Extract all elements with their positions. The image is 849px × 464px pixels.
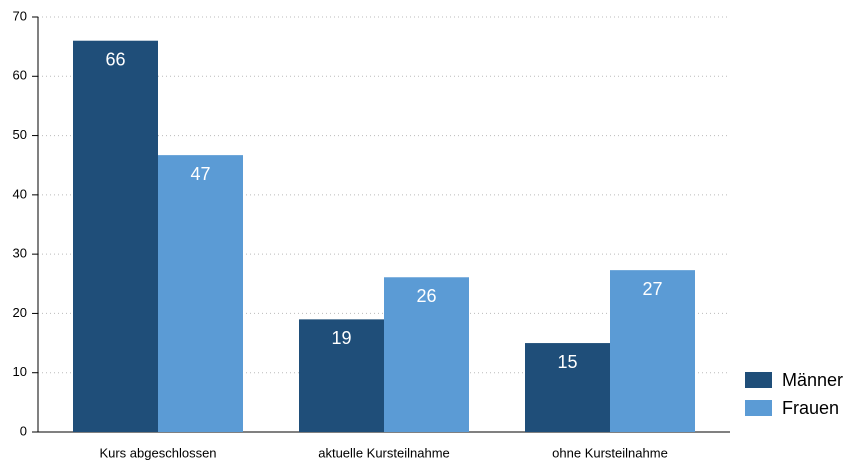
y-tick-label: 60 (13, 68, 27, 83)
legend-swatch (745, 400, 772, 416)
value-label: 19 (331, 328, 351, 348)
value-label: 66 (105, 49, 125, 69)
value-label: 15 (557, 352, 577, 372)
bar (73, 40, 158, 432)
y-tick-label: 40 (13, 186, 27, 201)
bar (299, 319, 384, 432)
legend-label: Männer (782, 370, 843, 390)
bar (384, 277, 469, 432)
value-label: 27 (642, 279, 662, 299)
bar (158, 155, 243, 432)
y-tick-label: 0 (20, 423, 27, 438)
value-label: 47 (190, 164, 210, 184)
y-tick-label: 10 (13, 364, 27, 379)
bar (525, 343, 610, 432)
bar (610, 270, 695, 432)
legend-swatch (745, 372, 772, 388)
legend-label: Frauen (782, 398, 839, 418)
y-tick-label: 30 (13, 246, 27, 261)
x-tick-label: ohne Kursteilnahme (552, 445, 668, 460)
x-tick-label: aktuelle Kursteilnahme (318, 445, 450, 460)
y-tick-label: 70 (13, 8, 27, 23)
y-tick-label: 50 (13, 127, 27, 142)
x-tick-label: Kurs abgeschlossen (99, 445, 216, 460)
y-tick-label: 20 (13, 305, 27, 320)
value-label: 26 (416, 286, 436, 306)
